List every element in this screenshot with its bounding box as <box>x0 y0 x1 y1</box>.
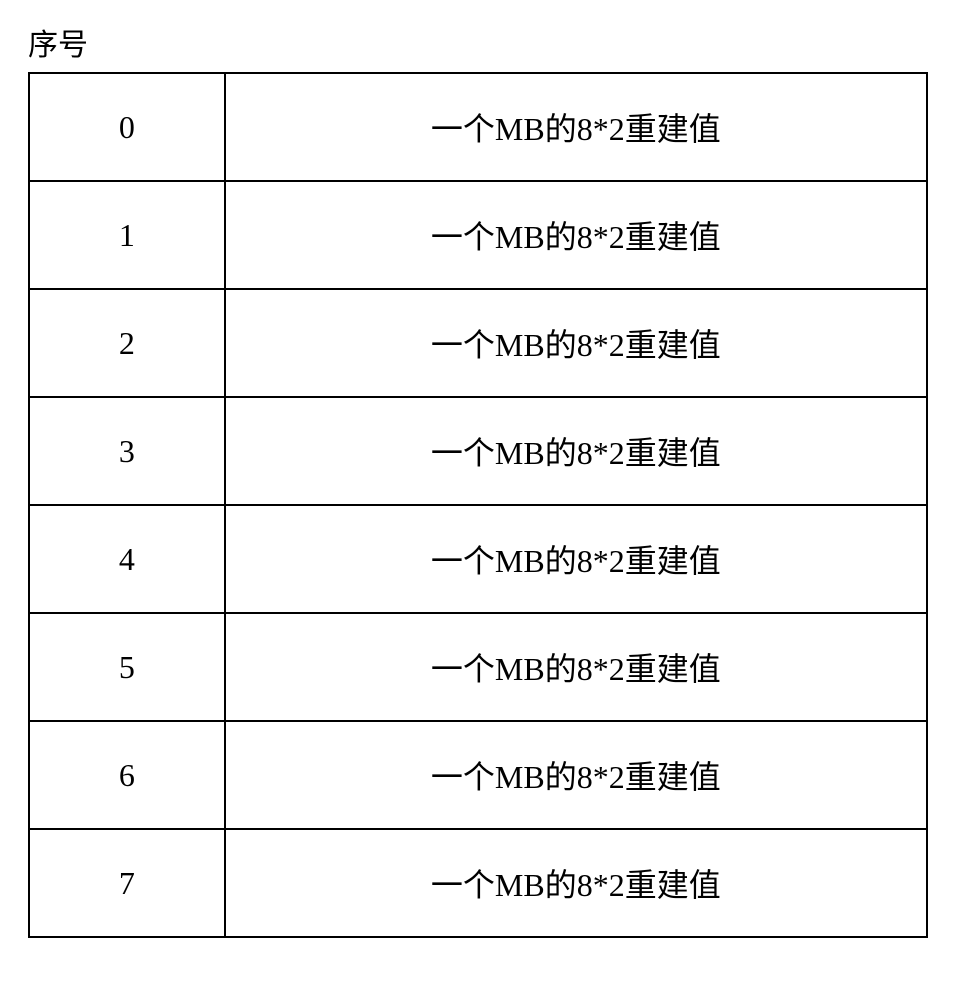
index-cell: 0 <box>29 73 225 181</box>
index-cell: 4 <box>29 505 225 613</box>
table-row: 7 一个MB的8*2重建值 <box>29 829 927 937</box>
content-cell: 一个MB的8*2重建值 <box>225 181 927 289</box>
table-row: 0 一个MB的8*2重建值 <box>29 73 927 181</box>
content-cell: 一个MB的8*2重建值 <box>225 829 927 937</box>
index-cell: 2 <box>29 289 225 397</box>
index-cell: 1 <box>29 181 225 289</box>
data-table: 0 一个MB的8*2重建值 1 一个MB的8*2重建值 2 一个MB的8*2重建… <box>28 72 928 938</box>
index-cell: 3 <box>29 397 225 505</box>
table-row: 6 一个MB的8*2重建值 <box>29 721 927 829</box>
content-cell: 一个MB的8*2重建值 <box>225 397 927 505</box>
content-cell: 一个MB的8*2重建值 <box>225 721 927 829</box>
table-body: 0 一个MB的8*2重建值 1 一个MB的8*2重建值 2 一个MB的8*2重建… <box>29 73 927 937</box>
content-cell: 一个MB的8*2重建值 <box>225 289 927 397</box>
index-cell: 7 <box>29 829 225 937</box>
table-header-label: 序号 <box>28 20 935 64</box>
index-cell: 5 <box>29 613 225 721</box>
table-row: 2 一个MB的8*2重建值 <box>29 289 927 397</box>
content-cell: 一个MB的8*2重建值 <box>225 613 927 721</box>
table-row: 5 一个MB的8*2重建值 <box>29 613 927 721</box>
content-cell: 一个MB的8*2重建值 <box>225 505 927 613</box>
table-container: 序号 0 一个MB的8*2重建值 1 一个MB的8*2重建值 2 一个MB的8*… <box>20 20 935 938</box>
table-row: 4 一个MB的8*2重建值 <box>29 505 927 613</box>
table-row: 3 一个MB的8*2重建值 <box>29 397 927 505</box>
table-row: 1 一个MB的8*2重建值 <box>29 181 927 289</box>
index-cell: 6 <box>29 721 225 829</box>
content-cell: 一个MB的8*2重建值 <box>225 73 927 181</box>
